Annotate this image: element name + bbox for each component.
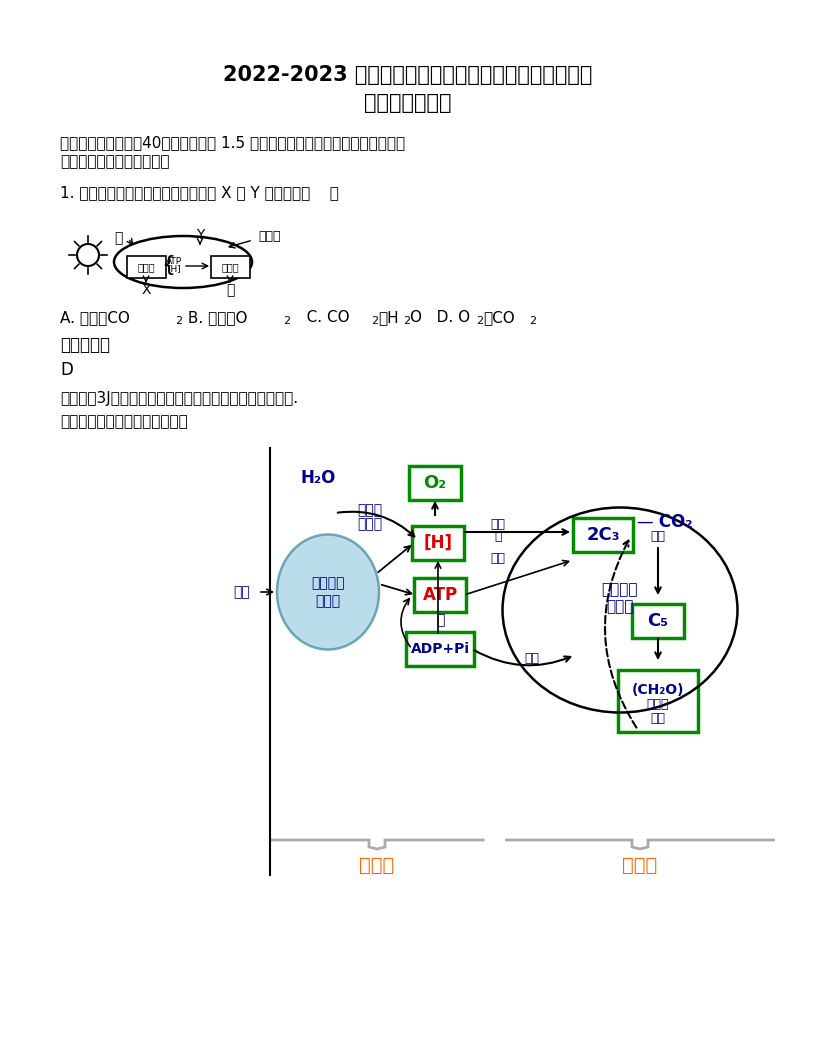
- Ellipse shape: [277, 534, 379, 649]
- Text: 2: 2: [529, 316, 536, 326]
- Text: 2: 2: [403, 316, 410, 326]
- Text: 水: 水: [113, 231, 122, 245]
- Text: (CH₂O): (CH₂O): [632, 683, 685, 697]
- Text: 2022-2023 学年四川省眉山市黄家中学高三生物上学期: 2022-2023 学年四川省眉山市黄家中学高三生物上学期: [224, 65, 592, 84]
- FancyBboxPatch shape: [573, 518, 633, 552]
- Text: {: {: [161, 254, 175, 275]
- Text: C₅: C₅: [647, 612, 668, 630]
- Text: 2: 2: [476, 316, 483, 326]
- Text: 糖: 糖: [226, 283, 234, 297]
- Text: 光能: 光能: [233, 585, 251, 599]
- Text: 期末试卷含解析: 期末试卷含解析: [364, 93, 452, 113]
- FancyBboxPatch shape: [406, 631, 474, 666]
- FancyBboxPatch shape: [412, 526, 464, 560]
- Text: 、CO: 、CO: [483, 310, 515, 325]
- Text: 2: 2: [175, 316, 182, 326]
- FancyBboxPatch shape: [211, 256, 250, 278]
- Text: C. CO: C. CO: [292, 310, 349, 325]
- Text: ATP: ATP: [166, 257, 182, 265]
- Text: 【分析】光合作用的过程图解：: 【分析】光合作用的过程图解：: [60, 415, 188, 430]
- Text: ADP+Pi: ADP+Pi: [410, 642, 469, 656]
- Text: 参考答案：: 参考答案：: [60, 336, 110, 354]
- FancyBboxPatch shape: [632, 604, 684, 638]
- Text: 暗反应: 暗反应: [623, 855, 658, 874]
- Text: 还原: 还原: [525, 652, 539, 664]
- Text: B. 蔗糖、O: B. 蔗糖、O: [183, 310, 247, 325]
- FancyBboxPatch shape: [618, 670, 698, 732]
- Text: 、H: 、H: [378, 310, 399, 325]
- Text: 【考点〱3J：光反应、暗反应过程的能量变化和物质变化.: 【考点〱3J：光反应、暗反应过程的能量变化和物质变化.: [60, 391, 298, 406]
- Text: Y: Y: [196, 228, 204, 242]
- Text: 酶: 酶: [494, 530, 502, 544]
- Text: CO₂: CO₂: [653, 513, 693, 531]
- FancyBboxPatch shape: [409, 466, 461, 499]
- Text: H₂O: H₂O: [300, 469, 335, 487]
- Text: 的色素: 的色素: [316, 593, 340, 608]
- Text: 供氢: 供氢: [490, 517, 505, 530]
- Text: —: —: [636, 513, 653, 531]
- Text: 多种酶参: 多种酶参: [601, 583, 638, 598]
- Text: 1. 如图为光合作用过程示意图，其中 X 和 Y 分别表示（    ）: 1. 如图为光合作用过程示意图，其中 X 和 Y 分别表示（ ）: [60, 186, 339, 201]
- Text: 蛋白质: 蛋白质: [647, 698, 669, 712]
- Text: 固定: 固定: [650, 530, 666, 544]
- Text: D: D: [60, 361, 73, 379]
- Text: 2: 2: [371, 316, 378, 326]
- Text: 下裂解: 下裂解: [357, 517, 383, 531]
- Text: [H]: [H]: [424, 534, 453, 552]
- Text: 水在光: 水在光: [357, 503, 383, 517]
- Text: 叶绿体: 叶绿体: [258, 230, 281, 244]
- Text: A. 淀粉、CO: A. 淀粉、CO: [60, 310, 130, 325]
- Text: 2: 2: [283, 316, 290, 326]
- Text: 光反应: 光反应: [359, 855, 395, 874]
- Text: O   D. O: O D. O: [410, 310, 470, 325]
- Text: 一项是符合题目要求的。）: 一项是符合题目要求的。）: [60, 154, 170, 170]
- Text: 脂肪: 脂肪: [650, 712, 666, 724]
- Text: 2C₃: 2C₃: [586, 526, 619, 544]
- Text: 供能: 供能: [490, 551, 505, 565]
- Text: 光反应: 光反应: [137, 262, 155, 272]
- Text: [H]: [H]: [167, 264, 181, 274]
- FancyBboxPatch shape: [414, 578, 466, 612]
- Text: X: X: [141, 283, 151, 297]
- Text: 叶绿体中: 叶绿体中: [311, 576, 344, 590]
- Text: 暗反应: 暗反应: [221, 262, 239, 272]
- Text: O₂: O₂: [424, 474, 446, 492]
- Text: ATP: ATP: [423, 586, 458, 604]
- Text: 加催化: 加催化: [606, 600, 634, 615]
- Text: 一、选择题（本题全40小题，每小题 1.5 分。在每小题给出的四个选项中，只有: 一、选择题（本题全40小题，每小题 1.5 分。在每小题给出的四个选项中，只有: [60, 135, 405, 151]
- FancyBboxPatch shape: [127, 256, 166, 278]
- Text: 酶: 酶: [436, 612, 444, 627]
